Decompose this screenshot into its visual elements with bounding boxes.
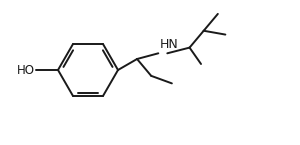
Text: HN: HN [159, 38, 178, 51]
Text: HO: HO [17, 64, 35, 77]
